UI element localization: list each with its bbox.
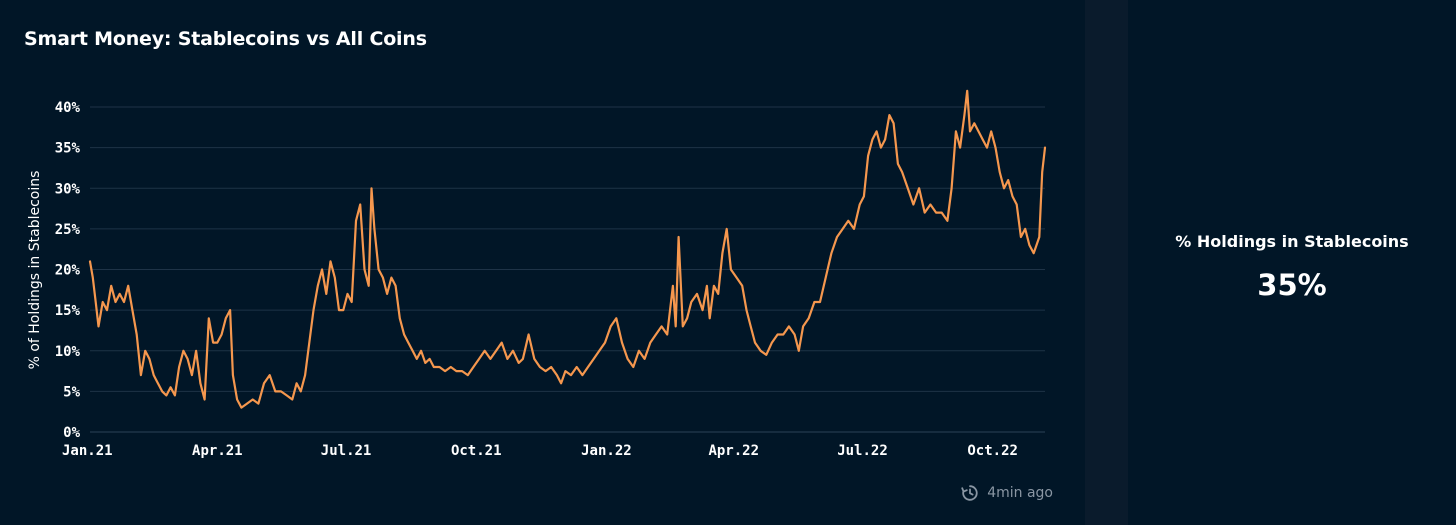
kpi-panel: % Holdings in Stablecoins 35% <box>1128 0 1456 525</box>
kpi-value: 35% <box>1257 268 1327 302</box>
x-tick-label: Jul.22 <box>837 443 888 459</box>
y-tick-label: 10% <box>55 344 81 360</box>
series-line <box>88 89 1047 409</box>
line-chart: 0% 5% 10% 15% 20% 25% 30% 35% 40% Jan.21 Apr.21 Jul… <box>27 89 1047 459</box>
kpi-label: % Holdings in Stablecoins <box>1175 232 1409 251</box>
last-updated: 4min ago <box>961 484 1053 502</box>
x-tick-label: Apr.21 <box>192 443 243 459</box>
y-tick-label: 35% <box>55 141 81 157</box>
y-tick-label: 25% <box>55 222 81 238</box>
x-tick-label: Jan.22 <box>581 443 632 459</box>
x-tick-label: Apr.22 <box>708 443 759 459</box>
y-tick-label: 15% <box>55 303 81 319</box>
y-axis-label: % of Holdings in Stablecoins <box>27 171 43 370</box>
x-tick-label: Jan.21 <box>62 443 113 459</box>
x-tick-label: Oct.22 <box>967 443 1018 459</box>
chart-panel: Smart Money: Stablecoins vs All Coins 0%… <box>24 28 1053 502</box>
last-updated-text: 4min ago <box>987 485 1053 501</box>
y-tick-label: 5% <box>63 384 80 400</box>
refresh-clock-icon <box>961 485 978 501</box>
y-tick-label: 30% <box>55 181 81 197</box>
y-tick-label: 20% <box>55 263 81 279</box>
y-tick-label: 0% <box>63 425 80 441</box>
panel-gutter <box>1085 0 1128 525</box>
y-tick-label: 40% <box>55 100 81 116</box>
chart-title: Smart Money: Stablecoins vs All Coins <box>24 28 427 50</box>
x-tick-label: Oct.21 <box>451 443 502 459</box>
x-tick-label: Jul.21 <box>321 443 372 459</box>
